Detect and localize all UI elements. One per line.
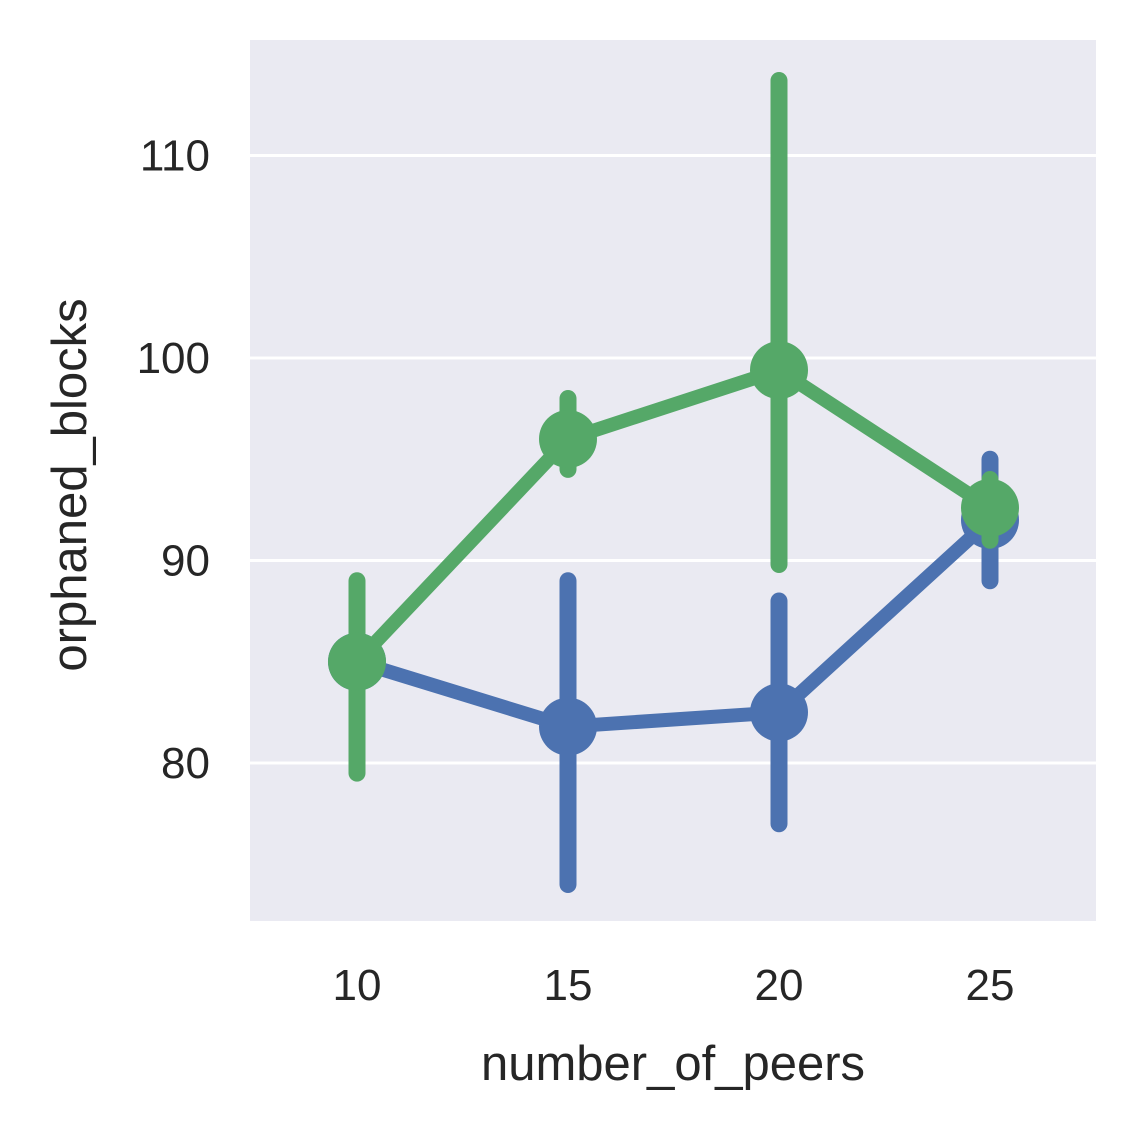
data-point <box>750 341 808 400</box>
series-2 <box>328 72 1019 782</box>
tick-labels: 80 90 100 110 10 15 20 25 <box>137 131 1015 1010</box>
x-tick-label: 15 <box>544 961 593 1010</box>
data-point <box>539 697 597 756</box>
x-tick-label: 25 <box>966 961 1015 1010</box>
x-axis-label: number_of_peers <box>481 1037 865 1091</box>
data-point <box>750 683 808 742</box>
y-axis-label: orphaned_blocks <box>43 298 97 671</box>
y-tick-label: 110 <box>140 131 210 180</box>
data-point <box>328 632 386 691</box>
x-tick-label: 10 <box>333 961 382 1010</box>
y-tick-label: 80 <box>161 739 210 788</box>
series-layer <box>328 72 1019 894</box>
series-line <box>351 363 994 667</box>
x-tick-label: 20 <box>755 961 804 1010</box>
data-point <box>539 409 597 468</box>
series-line <box>354 514 995 734</box>
plot-area-background <box>250 40 1096 921</box>
data-point <box>961 478 1019 537</box>
y-tick-label: 100 <box>137 334 210 383</box>
y-tick-label: 90 <box>161 536 210 585</box>
